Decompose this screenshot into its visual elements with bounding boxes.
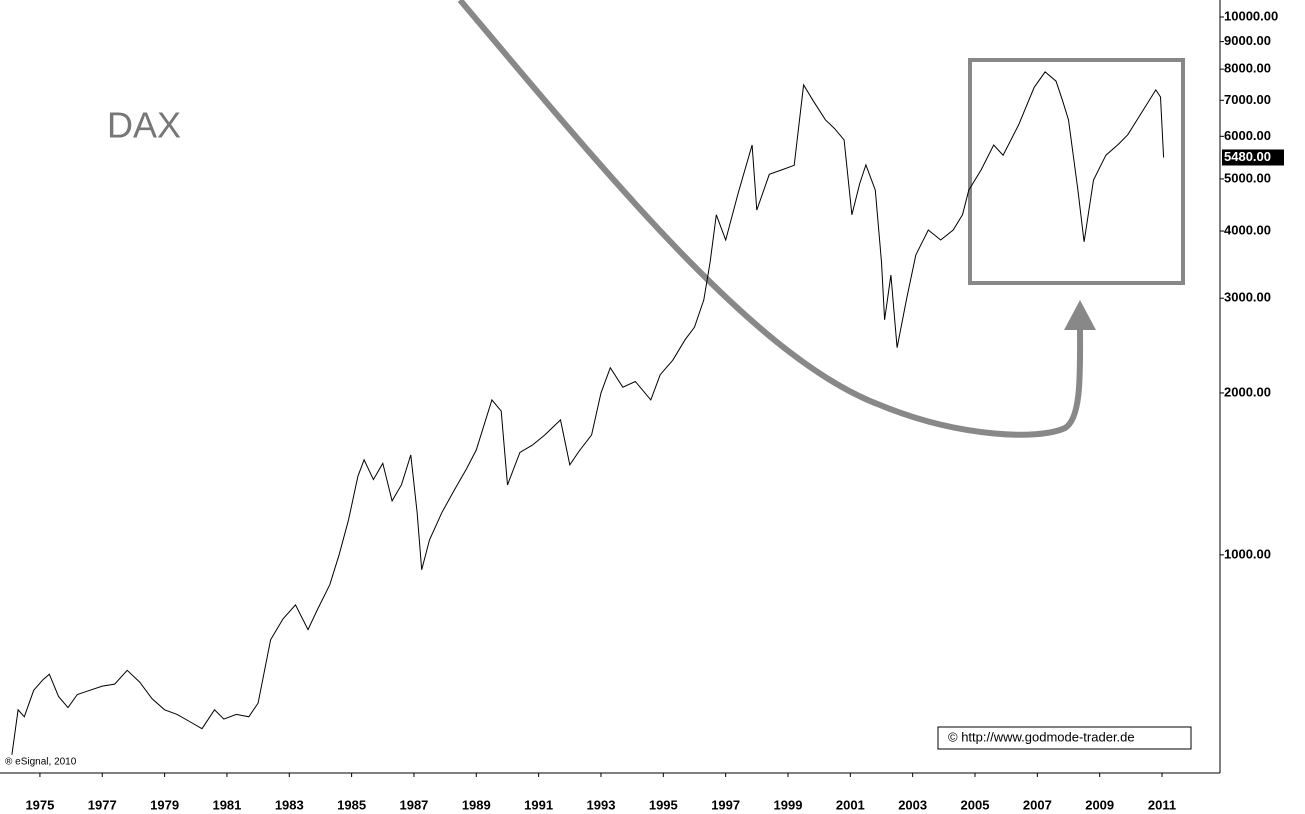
x-tick-label: 2003 (898, 797, 927, 812)
y-tick-label: 10000.00 (1224, 8, 1278, 23)
source: ® eSignal, 2010 (5, 757, 77, 768)
x-tick-label: 2009 (1085, 797, 1114, 812)
arrow-head (1064, 300, 1096, 330)
x-tick-label: 1985 (337, 797, 366, 812)
credit-box (937, 726, 1192, 750)
x-tick-label: 1995 (649, 797, 678, 812)
x-tick-label: 2005 (961, 797, 990, 812)
x-tick-label: 1997 (711, 797, 740, 812)
x-tick-label: 1999 (774, 797, 803, 812)
x-tick-label: 1989 (462, 797, 491, 812)
x-tick-label: 1983 (275, 797, 304, 812)
y-tick-label: 4000.00 (1224, 222, 1271, 237)
x-tick-label: 1981 (212, 797, 241, 812)
y-tick-label: 6000.00 (1224, 128, 1271, 143)
last-value-bg (1222, 149, 1284, 166)
y-tick-label: 9000.00 (1224, 33, 1271, 48)
y-tick-label: 3000.00 (1224, 290, 1271, 305)
x-tick-label: 1993 (587, 797, 616, 812)
last-value-label: 5480.00 (1224, 149, 1271, 164)
x-tick-label: 2011 (1148, 797, 1176, 812)
arrow (457, 0, 1084, 438)
chart-title: DAX (107, 105, 181, 146)
x-tick-label: 2001 (836, 797, 865, 812)
x-tick-label: 1975 (25, 797, 54, 812)
y-tick-label: 8000.00 (1224, 61, 1271, 76)
x-tick-label: 1991 (524, 797, 553, 812)
x-tick-label: 1977 (88, 797, 117, 812)
y-tick-label: 1000.00 (1224, 546, 1271, 561)
price-line (11, 71, 1165, 755)
y-tick-label: 2000.00 (1224, 384, 1271, 399)
y-tick-label: 5000.00 (1224, 170, 1271, 185)
x-tick-label: 1987 (399, 797, 428, 812)
x-tick-label: 1979 (150, 797, 179, 812)
x-tick-label: 2007 (1023, 797, 1052, 812)
credit: © http://www.godmode-trader.de (948, 729, 1135, 744)
highlight-box (968, 58, 1185, 285)
y-tick-label: 7000.00 (1224, 92, 1271, 107)
